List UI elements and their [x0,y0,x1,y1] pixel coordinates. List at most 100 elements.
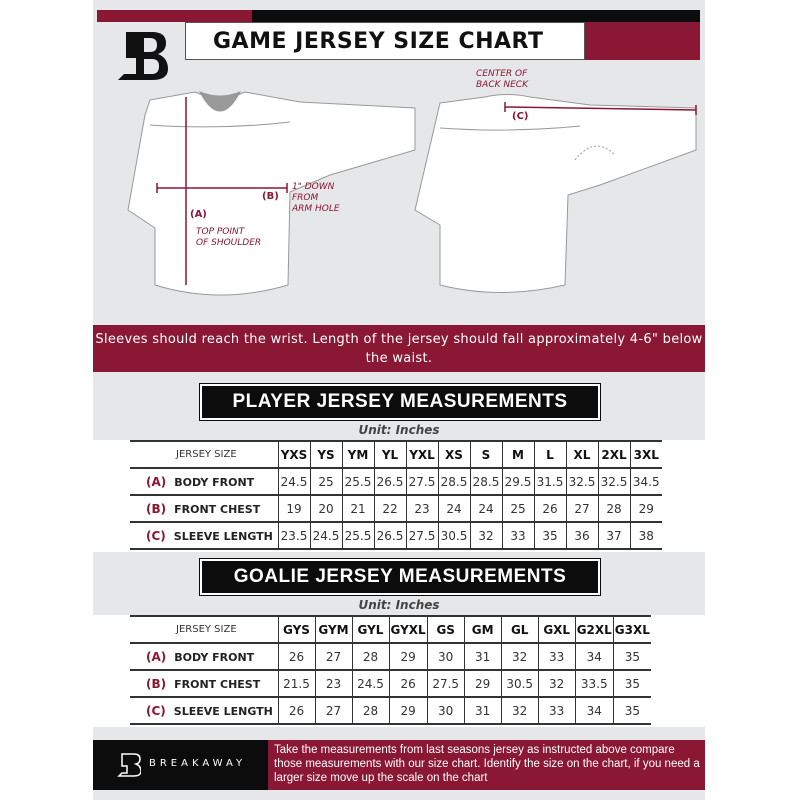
size-header: M [501,440,534,469]
table-cell: 30 [426,697,465,725]
table-cell: 27.5 [405,468,438,496]
table-cell: 29 [629,495,662,523]
table-cell: 25 [309,468,342,496]
table-cell: 28.5 [469,468,502,496]
table-cell: 26 [388,670,428,698]
table-cell: 28.5 [437,468,470,496]
table-row: (A) BODY FRONT 24.5 25 25.5 26.5 27.5 28.5 28.5 2… [130,468,662,496]
table-cell: 36 [565,522,598,550]
table-cell: 32 [469,522,502,550]
table-row: (C) SLEEVE LENGTH 23.5 24.5 25.5 26.5 27.5 30.5… [130,522,662,550]
size-header: GL [500,615,539,644]
table-cell: 35 [612,643,651,671]
note-b: 1" DOWN FROM ARM HOLE [292,182,340,214]
table-cell: 30.5 [437,522,470,550]
jersey-diagram [127,91,697,296]
table-cell: 27.5 [405,522,438,550]
size-header-label: JERSEY SIZE [130,440,278,469]
size-header: GYL [351,615,389,644]
top-black-bar [252,10,700,22]
table-cell: 29 [463,670,502,698]
footer-instructions: Take the measurements from last seasons … [268,740,705,790]
table-cell: 21.5 [277,670,315,698]
table-cell: 33 [501,522,534,550]
table-cell: 24 [469,495,502,523]
size-header-label: JERSEY SIZE [130,615,278,644]
table-cell: 32.5 [597,468,630,496]
title-accent-block [585,22,700,60]
breakaway-logo-small [117,753,141,777]
table-cell: 24.5 [309,522,342,550]
table-cell: 30 [426,643,465,671]
note-a: TOP POINT OF SHOULDER [196,227,262,248]
table-row: (A) BODY FRONT 26 27 28 29 30 31 32 33 34 35 [130,643,651,671]
size-header: L [533,440,566,469]
row-key: (B) [146,676,167,691]
table-cell: 35 [612,670,651,698]
breakaway-logo [118,32,168,80]
back-jersey-outline [414,94,697,293]
size-header: GM [463,615,502,644]
table-cell: 28 [351,697,389,725]
size-header: XS [437,440,470,469]
table-cell: 22 [373,495,406,523]
size-header: YL [373,440,406,469]
table-cell: 33 [537,697,576,725]
row-label: SLEEVE LENGTH [173,529,273,543]
size-header: YXL [405,440,438,469]
table-cell: 24.5 [277,468,310,496]
table-cell: 26.5 [373,468,406,496]
table-cell: 29 [388,643,428,671]
size-header: GS [426,615,465,644]
table-cell: 35 [612,697,651,725]
table-cell: 31.5 [533,468,566,496]
table-cell: 34 [574,643,614,671]
table-cell: 23.5 [277,522,310,550]
footer-brand: BREAKAWAY [93,740,268,790]
top-accent-bar [97,10,252,22]
player-size-table: JERSEY SIZE YXS YS YM YL YXL XS S M L XL 2XL 3XL (A) B… [130,440,662,550]
goalie-size-table: JERSEY SIZE GYS GYM GYL GYXL GS GM GL GXL G2XL G3X… [130,615,651,725]
table-cell: 30.5 [500,670,539,698]
row-key: (A) [146,649,167,664]
table-cell: 34 [574,697,614,725]
table-cell: 20 [309,495,342,523]
size-header: G2XL [574,615,614,644]
table-cell: 27.5 [426,670,465,698]
table-cell: 26 [277,643,315,671]
table-cell: 26 [533,495,566,523]
table-row: (B) FRONT CHEST 21.5 23 24.5 26 27.5 29 30.5 32 33… [130,670,651,698]
row-key: (C) [146,703,166,718]
row-label: SLEEVE LENGTH [173,704,273,718]
table-cell: 28 [351,643,389,671]
table-cell: 25.5 [341,522,374,550]
table-cell: 32 [537,670,576,698]
size-header: YM [341,440,374,469]
size-header: 3XL [629,440,662,469]
table-cell: 37 [597,522,630,550]
table-cell: 32.5 [565,468,598,496]
table-cell: 27 [314,643,352,671]
table-cell: 33 [537,643,576,671]
size-header: S [469,440,502,469]
player-table-band: JERSEY SIZE YXS YS YM YL YXL XS S M L XL 2XL 3XL (A) B… [93,440,705,552]
table-cell: 23 [405,495,438,523]
size-header: GYM [314,615,352,644]
player-unit: Unit: Inches [358,423,440,437]
table-cell: 31 [463,697,502,725]
label-b: (B) [262,191,279,202]
measure-line-c [504,106,697,111]
size-header-row: JERSEY SIZE YXS YS YM YL YXL XS S M L XL 2XL 3XL [130,440,662,469]
size-header: 2XL [597,440,630,469]
row-label: FRONT CHEST [174,677,261,691]
page-title: GAME JERSEY SIZE CHART [185,22,585,60]
goalie-table-band: JERSEY SIZE GYS GYM GYL GYXL GS GM GL GXL G2XL G3X… [93,615,705,727]
table-cell: 24.5 [351,670,389,698]
table-cell: 34.5 [629,468,662,496]
table-cell: 23 [314,670,352,698]
table-cell: 27 [314,697,352,725]
note-c: CENTER OF BACK NECK [476,69,528,90]
row-label: FRONT CHEST [174,502,261,516]
table-row: (C) SLEEVE LENGTH 26 27 28 29 30 31 32 33 34 35 [130,697,651,725]
table-cell: 31 [463,643,502,671]
